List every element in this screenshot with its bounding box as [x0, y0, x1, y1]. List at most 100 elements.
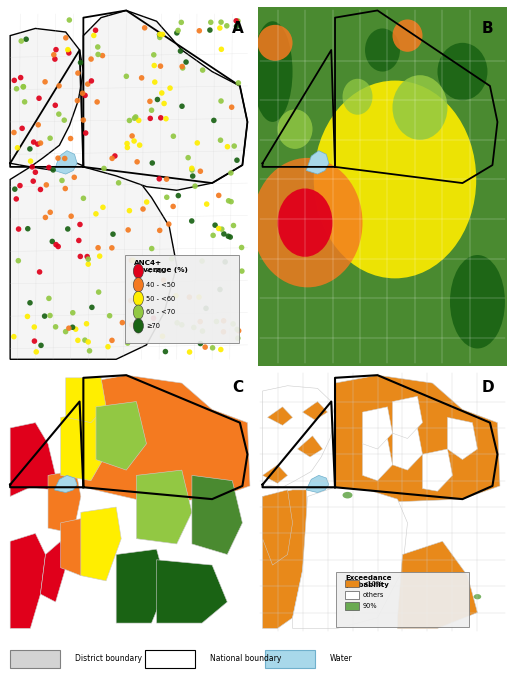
Point — [224, 195, 232, 206]
Point — [54, 153, 62, 164]
Point — [129, 255, 137, 266]
Point — [233, 324, 241, 335]
Point — [234, 77, 242, 88]
Point — [76, 251, 84, 262]
Point — [23, 223, 32, 234]
Point — [78, 88, 87, 99]
Point — [75, 235, 83, 246]
Point — [91, 25, 99, 36]
Point — [69, 308, 77, 319]
Point — [155, 225, 163, 236]
Point — [40, 310, 48, 321]
Polygon shape — [10, 423, 55, 497]
Polygon shape — [66, 378, 106, 423]
Point — [196, 316, 204, 327]
Point — [195, 25, 203, 36]
Point — [215, 23, 223, 34]
Ellipse shape — [364, 29, 399, 72]
Point — [230, 140, 238, 151]
Point — [65, 14, 73, 25]
Polygon shape — [10, 163, 177, 359]
Point — [146, 96, 154, 107]
Point — [234, 325, 242, 336]
Point — [32, 347, 40, 358]
Point — [196, 166, 204, 177]
FancyBboxPatch shape — [125, 255, 238, 343]
Point — [81, 90, 89, 101]
Point — [134, 115, 143, 126]
Circle shape — [133, 264, 143, 278]
Point — [95, 251, 103, 262]
Point — [67, 211, 75, 222]
Circle shape — [133, 277, 143, 292]
Text: ≥70: ≥70 — [146, 323, 160, 329]
Point — [155, 32, 163, 43]
Polygon shape — [262, 386, 334, 487]
Polygon shape — [262, 465, 287, 484]
Point — [148, 158, 156, 169]
Point — [94, 286, 102, 297]
Point — [150, 60, 158, 71]
Polygon shape — [96, 401, 146, 470]
Point — [37, 340, 45, 351]
Point — [80, 335, 89, 346]
Point — [31, 166, 39, 177]
Circle shape — [133, 291, 143, 306]
Point — [64, 45, 72, 56]
Point — [41, 212, 49, 223]
Polygon shape — [267, 407, 292, 425]
Point — [127, 319, 135, 330]
Point — [178, 61, 186, 72]
Point — [65, 323, 73, 334]
Point — [212, 316, 220, 327]
Point — [217, 224, 225, 235]
Text: D: D — [480, 380, 493, 395]
Point — [184, 152, 192, 163]
Point — [45, 293, 53, 304]
Point — [82, 319, 91, 329]
Bar — [345, 580, 358, 588]
Point — [159, 275, 167, 286]
Point — [10, 127, 18, 138]
Point — [70, 172, 78, 183]
Text: 90%: 90% — [362, 603, 376, 609]
Point — [123, 142, 131, 153]
Bar — [265, 650, 315, 668]
Text: 50 - <60: 50 - <60 — [146, 295, 176, 301]
Point — [23, 311, 32, 322]
Polygon shape — [10, 534, 45, 628]
Point — [209, 230, 217, 241]
Point — [124, 225, 132, 236]
Point — [22, 34, 30, 45]
Point — [55, 80, 63, 91]
Polygon shape — [392, 428, 421, 470]
Point — [194, 292, 203, 303]
Point — [87, 53, 95, 64]
Point — [188, 171, 196, 182]
Point — [79, 114, 87, 125]
Point — [46, 207, 54, 218]
Point — [229, 319, 237, 329]
Point — [232, 21, 240, 32]
Point — [169, 131, 177, 142]
Circle shape — [133, 319, 143, 333]
Bar — [345, 591, 358, 599]
Point — [190, 181, 199, 192]
Polygon shape — [421, 449, 451, 491]
Polygon shape — [156, 560, 227, 623]
Point — [224, 231, 232, 242]
Point — [237, 266, 245, 277]
Point — [51, 53, 59, 64]
Point — [157, 88, 165, 99]
Point — [36, 266, 44, 277]
Point — [227, 101, 235, 112]
Point — [49, 164, 57, 175]
Polygon shape — [446, 417, 476, 460]
Polygon shape — [61, 412, 106, 481]
Point — [187, 163, 195, 174]
Polygon shape — [262, 490, 307, 628]
Point — [216, 135, 224, 146]
Point — [123, 338, 131, 349]
Point — [155, 29, 163, 40]
Point — [150, 77, 158, 88]
